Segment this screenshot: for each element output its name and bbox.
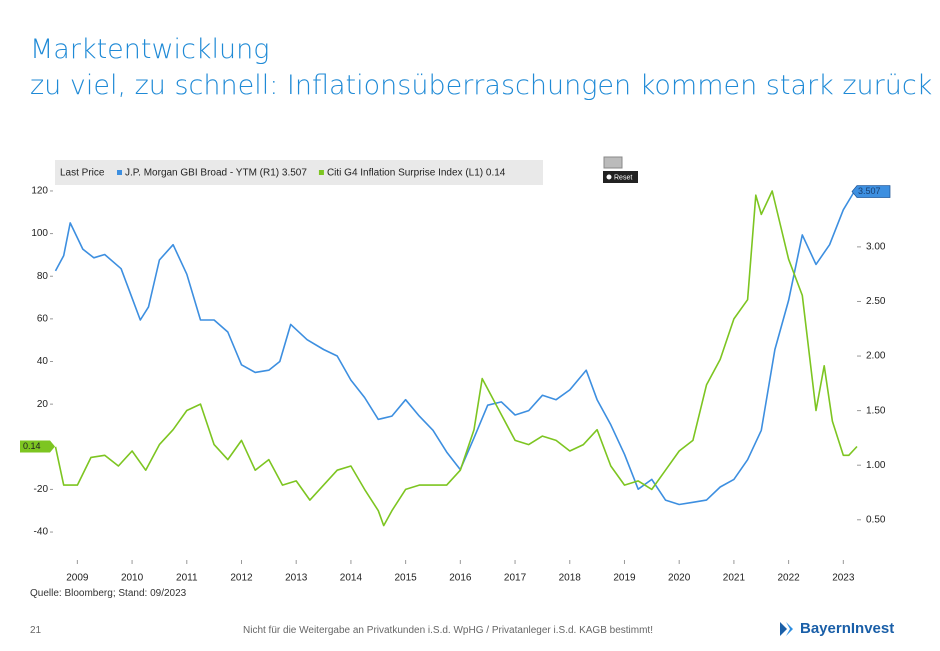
x-tick-label: 2014 xyxy=(340,573,363,584)
slide-subtitle: zu viel, zu schnell: Inflationsüberrasch… xyxy=(30,70,933,101)
page-number: 21 xyxy=(30,625,42,636)
y2-tick-label: 3.00 xyxy=(866,242,886,253)
y2-tick-label: 2.50 xyxy=(866,296,886,307)
x-tick-label: 2017 xyxy=(504,573,527,584)
x-tick-label: 2013 xyxy=(285,573,308,584)
slide-title: Marktentwicklung xyxy=(30,34,270,65)
logo-mark xyxy=(780,622,793,636)
legend-swatch xyxy=(117,170,122,175)
y-tick-label: 100 xyxy=(31,228,48,239)
x-tick-label: 2009 xyxy=(66,573,89,584)
last-value-label: 0.14 xyxy=(23,441,41,451)
y-tick-label: -20 xyxy=(34,484,49,495)
x-tick-label: 2021 xyxy=(723,573,746,584)
legend-label: J.P. Morgan GBI Broad - YTM (R1) 3.507 xyxy=(125,168,307,179)
x-tick-label: 2018 xyxy=(559,573,582,584)
reset-icon[interactable] xyxy=(603,156,623,169)
x-tick-label: 2019 xyxy=(613,573,636,584)
x-tick-label: 2020 xyxy=(668,573,691,584)
disclaimer: Nicht für die Weitergabe an Privatkunden… xyxy=(243,625,653,636)
y-tick-label: 20 xyxy=(37,399,49,410)
x-tick-label: 2011 xyxy=(176,573,198,584)
last-value-label: 3.507 xyxy=(858,186,881,196)
y2-tick-label: 0.50 xyxy=(866,514,886,525)
y2-tick-label: 2.00 xyxy=(866,351,886,362)
y-tick-label: 80 xyxy=(37,271,49,282)
last-value-flag xyxy=(20,440,55,453)
y-tick-label: 40 xyxy=(37,356,49,367)
reset-label[interactable]: Reset xyxy=(614,174,632,181)
x-tick-label: 2016 xyxy=(449,573,472,584)
last-value-flag xyxy=(851,185,891,198)
y-tick-label: -40 xyxy=(34,527,49,538)
x-tick-label: 2023 xyxy=(832,573,855,584)
legend-swatch xyxy=(318,170,324,175)
y2-tick-label: 1.50 xyxy=(866,405,886,416)
reset-button[interactable]: Reset xyxy=(603,156,638,183)
legend-label: Citi G4 Inflation Surprise Index (L1) 0.… xyxy=(327,168,506,179)
x-tick-label: 2012 xyxy=(230,573,253,584)
series-line xyxy=(54,190,858,527)
reset-bg[interactable] xyxy=(603,171,638,183)
source: Quelle: Bloomberg; Stand: 09/2023 xyxy=(30,588,187,599)
legend-title: Last Price xyxy=(60,168,105,179)
reset-dot xyxy=(606,174,612,180)
y-tick-label: 60 xyxy=(37,314,49,325)
y2-tick-label: 1.00 xyxy=(866,460,886,471)
logo-text: BayernInvest xyxy=(800,620,895,637)
y-tick-label: 120 xyxy=(31,186,48,197)
x-tick-label: 2022 xyxy=(777,573,800,584)
x-tick-label: 2015 xyxy=(395,573,418,584)
x-tick-label: 2010 xyxy=(121,573,144,584)
legend-box xyxy=(55,160,543,185)
series-line xyxy=(54,191,855,506)
